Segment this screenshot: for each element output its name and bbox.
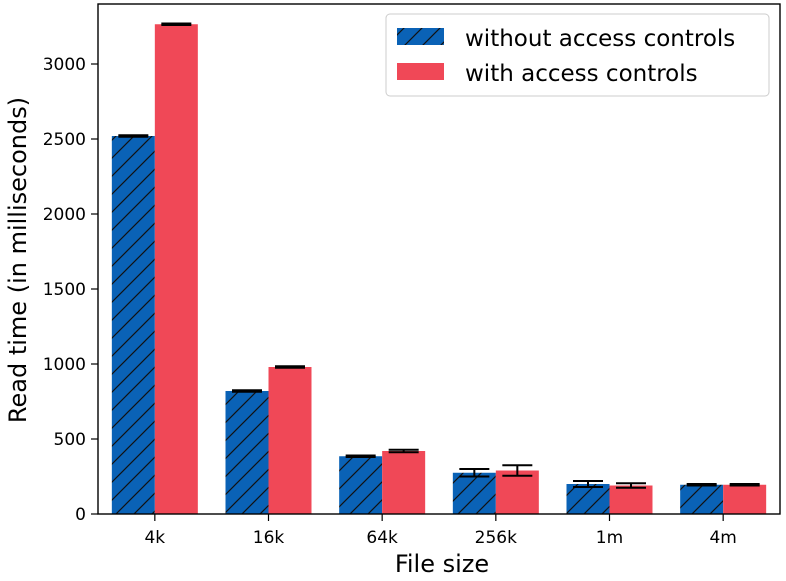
x-tick-label-1m: 1m — [596, 528, 623, 548]
error-bar-without-256k — [459, 468, 490, 478]
error-bar-without-1m — [573, 480, 603, 488]
y-axis-label: Read time (in milliseconds) — [4, 97, 32, 423]
bar-with-4k — [154, 24, 198, 514]
y-tick-label-1000: 1000 — [43, 355, 86, 375]
x-tick-label-4m: 4m — [709, 528, 736, 548]
bar-without-16k — [225, 391, 269, 514]
x-tick-label-64k: 64k — [366, 528, 398, 548]
legend-box — [385, 13, 770, 97]
legend-swatch-without — [397, 28, 444, 45]
error-bar-without-4m — [686, 483, 717, 487]
bar-without-4m — [680, 484, 724, 514]
bar-with-16k — [268, 367, 312, 514]
bars-layer — [111, 22, 767, 514]
error-bar-without-16k — [232, 389, 262, 393]
error-bar-with-64k — [388, 448, 419, 454]
x-tick-label-256k: 256k — [475, 528, 517, 548]
error-bar-with-1m — [616, 482, 646, 489]
ticks-layer: 4k 16k 64k 256k 1m 4m 0 500 1000 1500 2000 2500 3000 — [43, 55, 737, 548]
y-tick-label-0: 0 — [75, 505, 86, 525]
legend-label-without: without access controls — [465, 26, 735, 52]
bar-with-64k — [382, 451, 426, 514]
legend: without access controls with access cont… — [385, 13, 770, 97]
error-bar-with-256k — [502, 464, 533, 477]
y-tick-label-2000: 2000 — [43, 205, 86, 225]
legend-swatch-with — [397, 63, 444, 80]
bar-without-256k — [452, 472, 496, 514]
bar-with-4m — [723, 484, 767, 514]
error-bar-with-4m — [729, 483, 760, 487]
error-bar-with-4k — [161, 22, 192, 26]
bar-without-4k — [111, 136, 155, 514]
bar-with-1m — [609, 485, 653, 514]
error-bar-without-64k — [345, 454, 376, 458]
y-tick-label-3000: 3000 — [43, 55, 86, 75]
x-tick-label-16k: 16k — [253, 528, 285, 548]
axes-layer — [97, 3, 781, 515]
legend-label-with: with access controls — [465, 61, 698, 87]
error-bar-with-16k — [275, 365, 305, 369]
y-tick-label-2500: 2500 — [43, 130, 86, 150]
x-axis-label: File size — [395, 550, 489, 577]
y-tick-label-500: 500 — [54, 430, 86, 450]
plot-frame — [97, 3, 781, 515]
bar-without-64k — [339, 456, 383, 514]
bar-with-256k — [495, 470, 539, 514]
y-tick-label-1500: 1500 — [43, 280, 86, 300]
x-tick-label-4k: 4k — [144, 528, 165, 548]
bar-without-1m — [566, 484, 610, 514]
error-bar-without-4k — [118, 134, 149, 138]
